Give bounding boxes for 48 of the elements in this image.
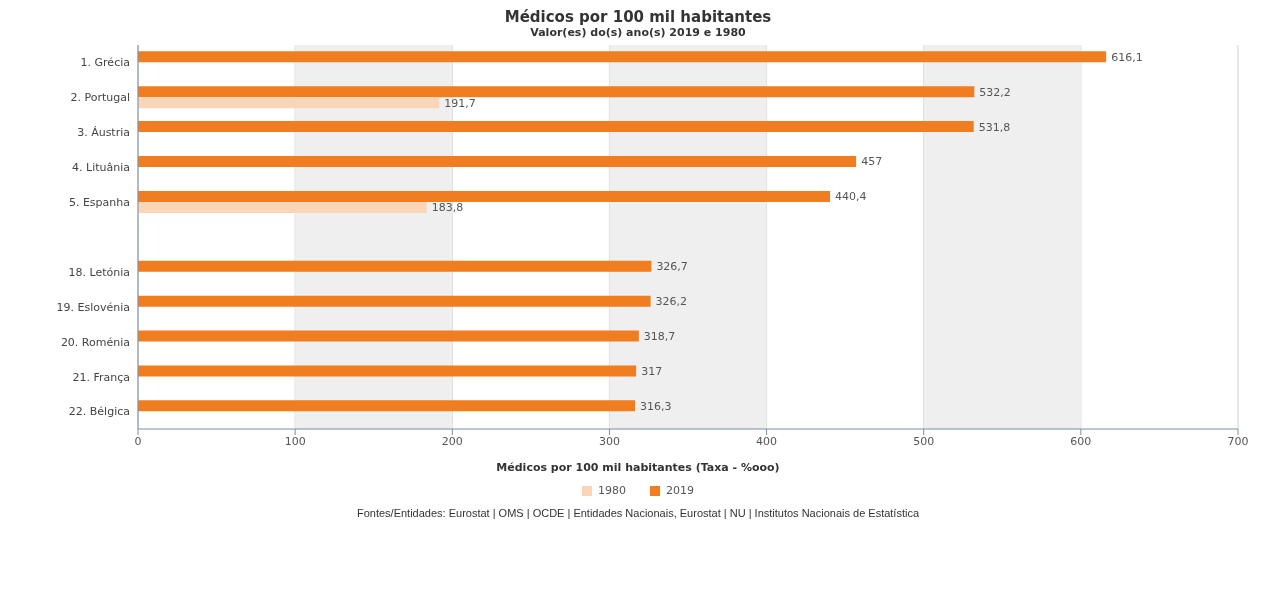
text: Fontes/Entidades: Eurostat | OMS | OCDE | Entidades Nacionais, Eurostat | NU | Institutos Nacionais de Estatística xyxy=(355,507,921,519)
y-tick-label: 20. Roménia xyxy=(60,335,130,349)
x-tick-label: 300 xyxy=(598,434,620,448)
x-tick-label: 500 xyxy=(913,434,935,448)
chart-subtitle: Valor(es) do(s) ano(s) 2019 e 1980 xyxy=(529,26,747,39)
x-tick-label: 200 xyxy=(441,434,463,448)
data-label: 191,7 xyxy=(444,96,476,110)
bar xyxy=(138,156,857,168)
data-label: 318,7 xyxy=(643,329,676,343)
y-tick-label: 22. Bélgica xyxy=(68,405,130,419)
y-tick-label: 21. França xyxy=(72,370,130,384)
bar xyxy=(138,330,639,342)
y-tick-label: 19. Eslovénia xyxy=(56,300,130,314)
y-tick-label: 18. Letónia xyxy=(68,265,130,279)
legend-label: 1980 xyxy=(597,484,626,497)
y-tick-label: 3. Áustria xyxy=(77,126,130,140)
x-axis-title: Médicos por 100 mil habitantes (Taxa - %ooo) xyxy=(495,461,781,474)
chart-title: Médicos por 100 mil habitantes xyxy=(503,8,773,26)
x-tick-label: 700 xyxy=(1227,434,1249,448)
data-label: 183,8 xyxy=(431,201,464,215)
y-tick-label: 5. Espanha xyxy=(68,196,130,209)
x-tick-label: 0 xyxy=(134,434,142,448)
data-label: 316,3 xyxy=(640,399,672,413)
bar xyxy=(138,400,636,412)
y-tick-label: 1. Grécia xyxy=(80,56,130,70)
y-tick-label: 2. Portugal xyxy=(70,91,130,105)
bar xyxy=(138,121,974,133)
data-label: 440,4 xyxy=(835,190,867,204)
data-label: 616,1 xyxy=(1111,50,1143,64)
bar xyxy=(138,365,637,377)
data-label: 326,2 xyxy=(655,295,688,309)
bar xyxy=(138,51,1107,63)
data-label: 531,8 xyxy=(978,120,1011,134)
x-tick-label: 100 xyxy=(284,434,306,448)
data-label: 317 xyxy=(641,364,663,378)
x-tick-label: 400 xyxy=(756,434,778,448)
data-label: 532,2 xyxy=(979,85,1011,99)
bar xyxy=(138,201,427,213)
data-label: 457 xyxy=(861,155,883,169)
y-tick-label: 4. Lituânia xyxy=(72,161,130,175)
bar xyxy=(138,260,652,272)
bar xyxy=(138,86,975,98)
legend-label: 2019 xyxy=(665,484,694,497)
x-tick-label: 600 xyxy=(1070,434,1092,448)
bar xyxy=(138,97,440,109)
bar xyxy=(138,190,831,202)
bar xyxy=(138,295,651,307)
data-label: 326,7 xyxy=(656,260,688,274)
